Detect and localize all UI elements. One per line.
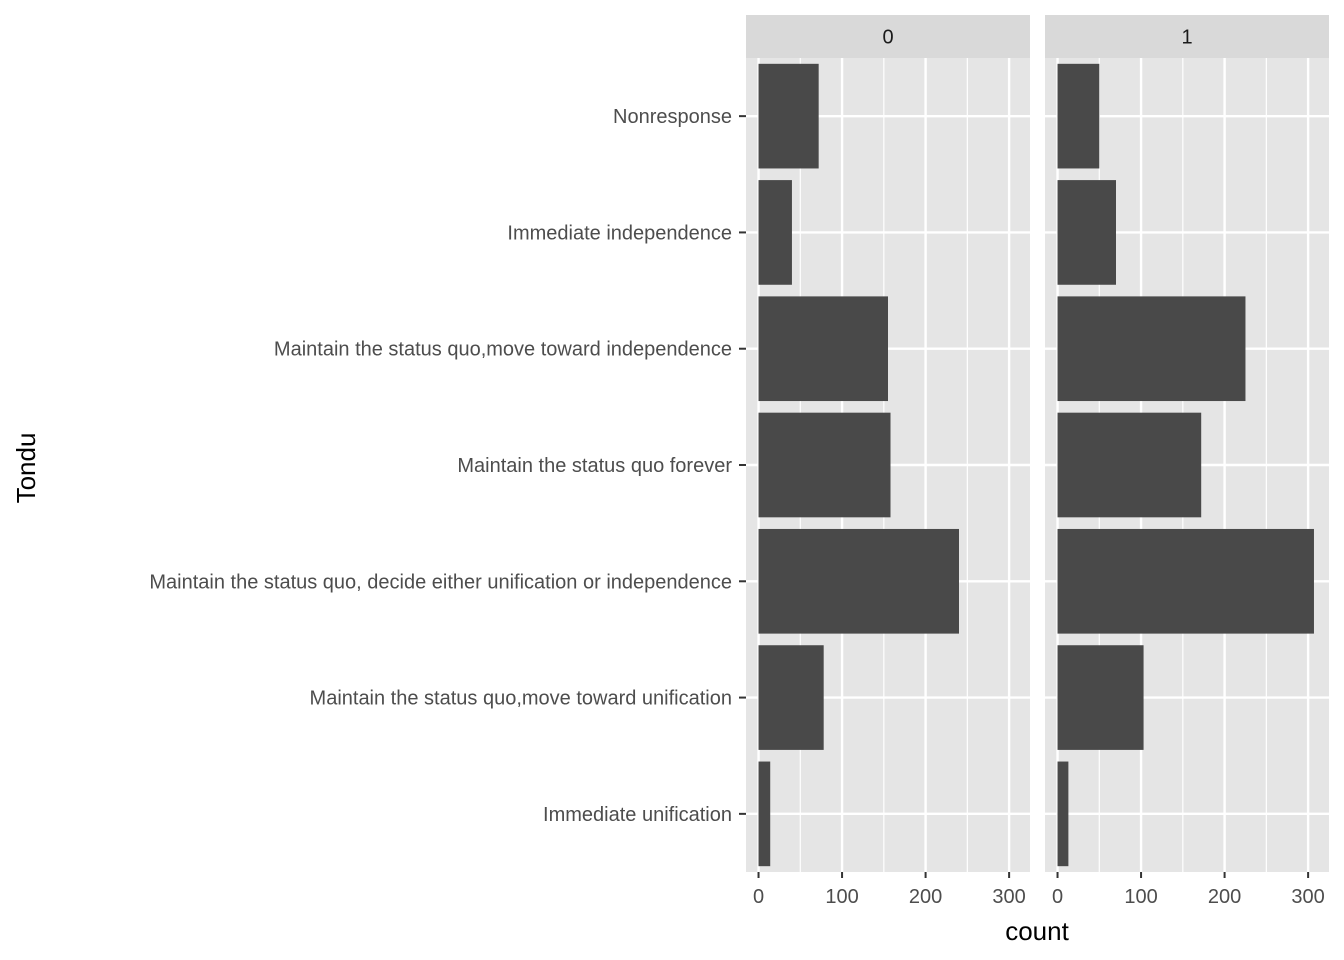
facet-strip-label: 0 (882, 27, 893, 49)
facet-panels: 0 0 100 200 300 1 0 100 200 300 (746, 15, 1329, 908)
y-tick-label: Maintain the status quo, decide either u… (149, 571, 732, 593)
bar-1-6 (1057, 761, 1069, 867)
y-tick-label: Maintain the status quo,move toward unif… (310, 688, 732, 710)
x-tick-label: 300 (1291, 886, 1324, 908)
x-tick-label: 0 (753, 886, 764, 908)
y-tick-label: Immediate independence (507, 222, 732, 244)
x-tick-label: 200 (1208, 886, 1241, 908)
x-tick-label: 200 (909, 886, 942, 908)
y-tick-label: Immediate unification (543, 804, 732, 826)
facet-strip-label: 1 (1181, 27, 1192, 49)
bar-0-2 (758, 296, 888, 402)
facet-strip-1 (1045, 15, 1329, 58)
y-tick-label: Maintain the status quo forever (457, 455, 732, 477)
bar-1-1 (1057, 180, 1116, 285)
bar-1-0 (1057, 63, 1100, 169)
bar-1-3 (1057, 412, 1202, 518)
facet-panel-0: 0 0 100 200 300 (746, 15, 1030, 908)
bar-0-0 (758, 63, 819, 169)
y-tick-label: Maintain the status quo,move toward inde… (274, 339, 732, 361)
x-tick-label: 0 (1052, 886, 1063, 908)
bar-0-3 (758, 412, 891, 518)
bar-0-4 (758, 528, 959, 634)
bar-0-5 (758, 645, 824, 750)
bar-0-1 (758, 180, 792, 285)
facet-panel-1: 1 0 100 200 300 (1045, 15, 1329, 908)
bar-1-2 (1057, 296, 1246, 402)
bar-0-6 (758, 761, 771, 867)
y-tick-label: Nonresponse (613, 106, 732, 128)
y-axis-tick-labels: Nonresponse Immediate independence Maintai… (149, 106, 746, 826)
facet-strip-0 (746, 15, 1030, 58)
x-tick-label: 100 (1124, 886, 1157, 908)
bar-1-4 (1057, 528, 1314, 634)
x-tick-label: 300 (992, 886, 1025, 908)
x-axis-title: count (1005, 916, 1069, 946)
y-axis-title: Tondu (11, 433, 41, 504)
x-tick-label: 100 (825, 886, 858, 908)
bar-1-5 (1057, 645, 1144, 750)
